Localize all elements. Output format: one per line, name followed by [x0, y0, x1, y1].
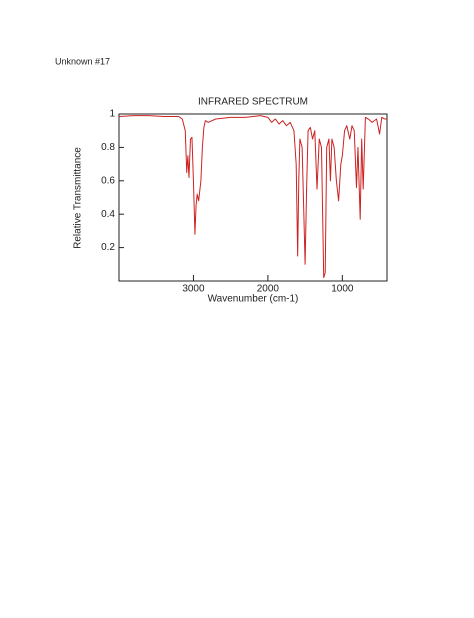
x-tick-label: 1000 [331, 284, 354, 295]
y-tick-label: 0.2 [101, 242, 115, 253]
x-tick-label: 2000 [257, 284, 280, 295]
heading: Unknown #17 [55, 56, 110, 66]
x-tick-label: 3000 [182, 284, 205, 295]
y-axis-label: Relative Transmittance [73, 147, 84, 249]
y-tick-label: 0.4 [101, 209, 115, 220]
y-tick-label: 1 [109, 109, 115, 120]
y-tick-label: 0.6 [101, 175, 115, 186]
plot-frame [118, 113, 388, 282]
spectrum-line [118, 115, 387, 279]
y-tick-label: 0.8 [101, 142, 115, 153]
x-axis-label: Wavenumber (cm-1) [208, 294, 299, 305]
chart-title: INFRARED SPECTRUM [198, 97, 308, 108]
